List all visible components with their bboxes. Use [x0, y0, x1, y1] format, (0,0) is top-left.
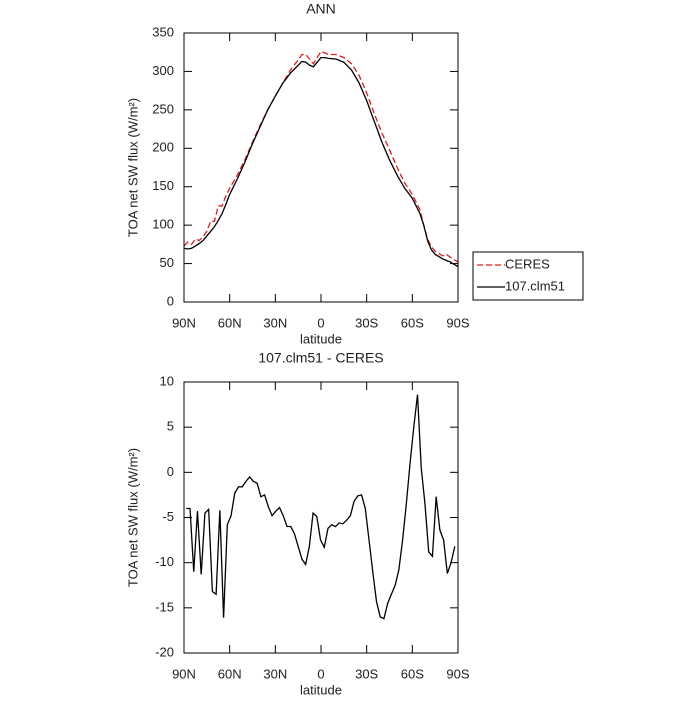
legend: CERES 107.clm51 [472, 251, 584, 301]
y-tick-label: -10 [155, 554, 174, 569]
x-tick-label: 30N [263, 315, 287, 330]
y-tick-label: 200 [152, 140, 174, 155]
plot-frame [183, 32, 459, 303]
y-tick-label: 100 [152, 217, 174, 232]
x-tick-label: 90S [446, 666, 469, 681]
data-line [186, 394, 456, 620]
x-tick-label: 60N [218, 666, 242, 681]
legend-label: 107.clm51 [505, 278, 565, 293]
panel: ANN latitude TOA net SW flux (W/m²) 0 50 100 1… [125, 1, 469, 347]
x-axis-label: latitude [300, 682, 342, 697]
y-axis-label: TOA net SW flux (W/m²) [125, 98, 140, 237]
y-tick-label: 350 [152, 24, 174, 39]
plot-frame [183, 381, 459, 654]
x-tick-label: 0 [317, 315, 324, 330]
x-axis-label: latitude [300, 331, 342, 346]
data-line [183, 50, 459, 263]
x-tick-label: 30S [355, 315, 378, 330]
x-tick-label: 60S [401, 666, 424, 681]
x-tick-label: 60S [401, 315, 424, 330]
y-tick-label: 0 [167, 293, 174, 308]
y-tick-label: 0 [167, 464, 174, 479]
data-line [183, 56, 459, 268]
y-tick-label: 250 [152, 101, 174, 116]
legend-box [472, 251, 584, 301]
panel: 107.clm51 - CERES latitude TOA net SW flux… [125, 350, 469, 698]
x-tick-label: 90N [172, 666, 196, 681]
y-tick-label: 10 [160, 373, 174, 388]
x-tick-label: 30S [355, 666, 378, 681]
x-tick-label: 60N [218, 315, 242, 330]
x-tick-label: 30N [263, 666, 287, 681]
x-tick-label: 90N [172, 315, 196, 330]
y-tick-label: 150 [152, 178, 174, 193]
x-tick-label: 90S [446, 315, 469, 330]
y-axis-label: TOA net SW flux (W/m²) [125, 448, 140, 587]
x-tick-label: 0 [317, 666, 324, 681]
y-tick-label: 300 [152, 63, 174, 78]
chart-title: ANN [306, 1, 336, 17]
y-tick-label: -5 [162, 509, 174, 524]
y-tick-label: -20 [155, 644, 174, 659]
y-tick-label: -15 [155, 599, 174, 614]
legend-label: CERES [505, 256, 550, 271]
y-tick-label: 5 [167, 419, 174, 434]
y-tick-label: 50 [160, 255, 174, 270]
chart-title: 107.clm51 - CERES [258, 350, 383, 366]
